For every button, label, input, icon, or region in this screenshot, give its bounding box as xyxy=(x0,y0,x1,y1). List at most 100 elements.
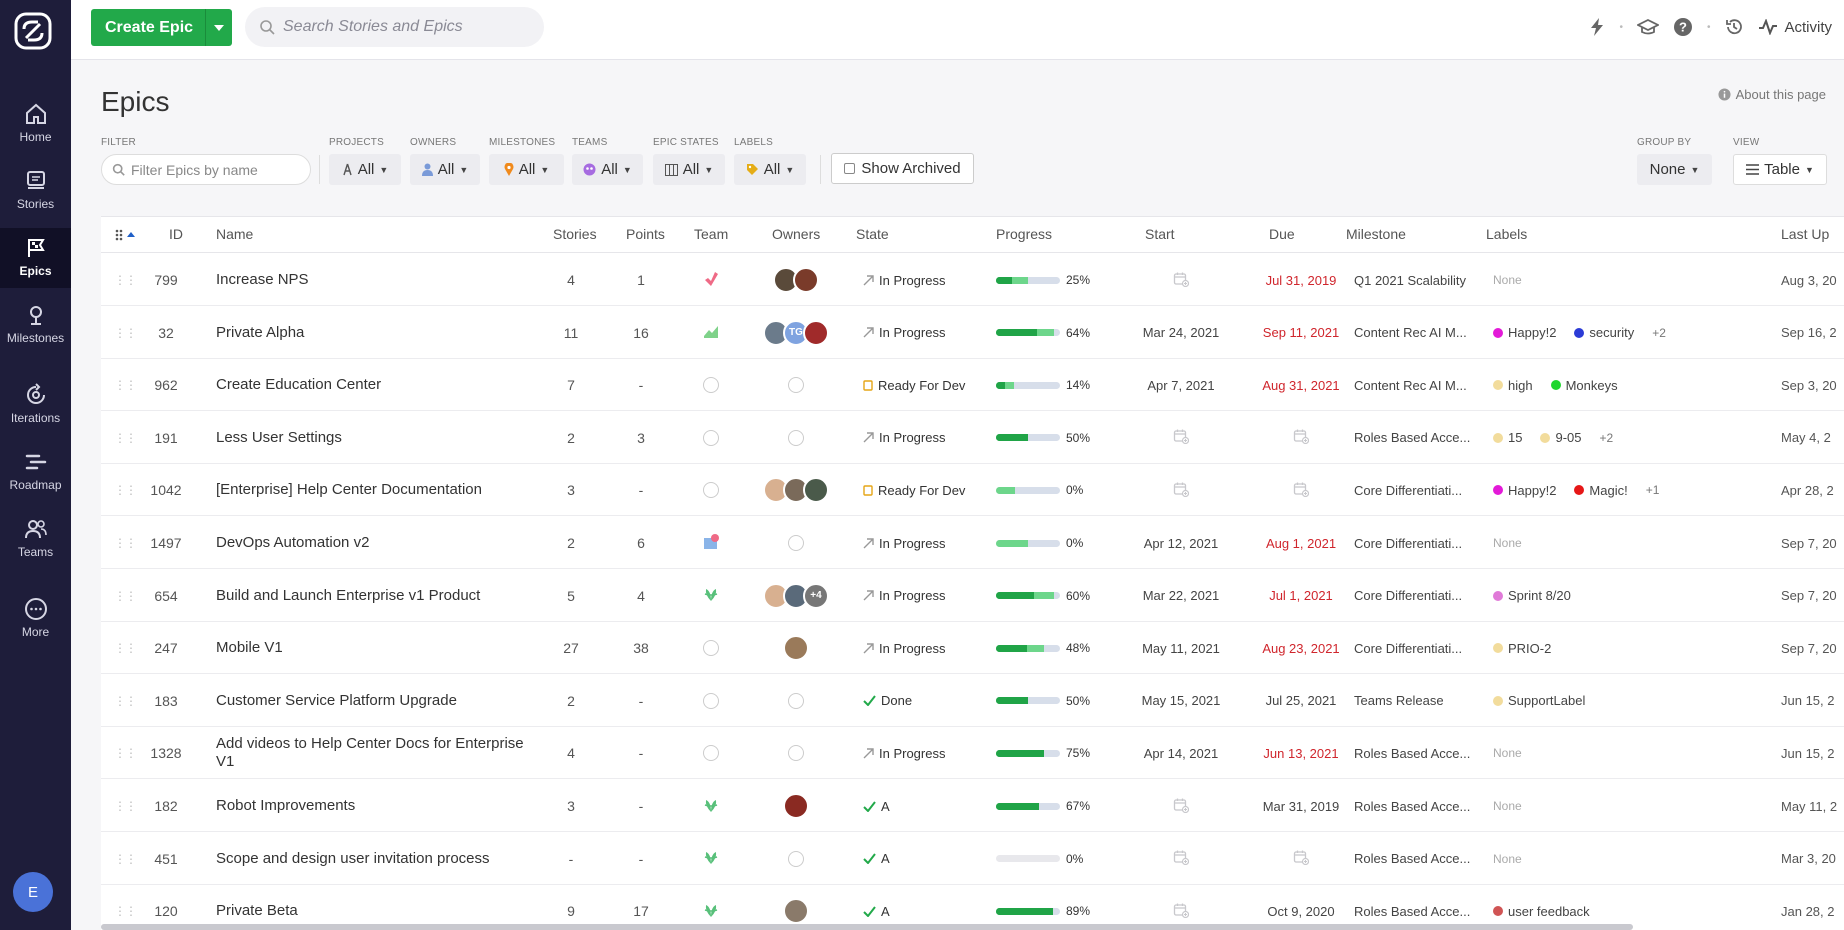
view-select[interactable]: Table ▼ xyxy=(1733,154,1827,185)
epic-state[interactable]: A xyxy=(863,833,993,885)
epic-milestone[interactable]: Core Differentiati... xyxy=(1354,640,1463,656)
shortcut-logo-icon[interactable] xyxy=(14,12,52,50)
drag-handle-icon[interactable]: ⋮⋮ xyxy=(114,799,137,813)
epic-milestone[interactable]: Core Differentiati... xyxy=(1354,535,1463,551)
create-epic-button[interactable]: Create Epic xyxy=(91,9,232,46)
epic-milestone[interactable]: Q1 2021 Scalability xyxy=(1354,272,1467,288)
drag-handle-icon[interactable]: ⋮⋮ xyxy=(114,378,137,393)
add-start-date-icon[interactable] xyxy=(1173,902,1190,921)
team-icon[interactable] xyxy=(702,848,720,869)
table-row[interactable]: ⋮⋮ 451 Scope and design user invitation pr… xyxy=(101,833,1844,885)
table-row[interactable]: ⋮⋮ 799 Increase NPS 4 1 In Progress 25% Jul 31,… xyxy=(101,254,1844,306)
empty-owner-icon[interactable] xyxy=(788,745,804,762)
table-row[interactable]: ⋮⋮ 1328 Add videos to Help Center Docs for… xyxy=(101,727,1844,780)
owner-avatar[interactable] xyxy=(783,793,809,819)
search-input[interactable]: Search Stories and Epics xyxy=(245,7,544,47)
epic-state[interactable]: In Progress xyxy=(863,570,993,622)
drag-handle-icon[interactable]: ⋮⋮ xyxy=(114,641,137,656)
label-chip[interactable]: user feedback xyxy=(1493,904,1590,919)
table-row[interactable]: ⋮⋮ 182 Robot Improvements 3 - A 67% Mar 31, 201… xyxy=(101,780,1844,832)
epic-name-link[interactable]: DevOps Automation v2 xyxy=(216,534,370,551)
lightning-icon[interactable] xyxy=(1589,18,1605,36)
epic-name-link[interactable]: Add videos to Help Center Docs for Enter… xyxy=(216,735,524,771)
label-chip[interactable]: high xyxy=(1493,378,1533,393)
create-epic-dropdown[interactable] xyxy=(205,9,232,46)
epic-name-link[interactable]: [Enterprise] Help Center Documentation xyxy=(216,481,482,499)
table-row[interactable]: ⋮⋮ 654 Build and Launch Enterprise v1 Prod… xyxy=(101,570,1844,622)
epic-name-link[interactable]: Robot Improvements xyxy=(216,797,356,814)
epic-state[interactable]: In Progress xyxy=(863,727,993,779)
owners-filter[interactable]: All ▼ xyxy=(410,154,480,185)
add-start-date-icon[interactable] xyxy=(1173,271,1190,290)
epic-name-link[interactable]: Scope and design user invitation process xyxy=(216,849,490,867)
drag-handle-icon[interactable]: ⋮⋮ xyxy=(114,588,137,603)
label-chip[interactable]: SupportLabel xyxy=(1493,693,1585,708)
column-owners[interactable]: Owners xyxy=(772,226,821,242)
team-icon[interactable] xyxy=(702,270,720,291)
team-icon[interactable] xyxy=(702,585,720,606)
user-avatar[interactable]: E xyxy=(13,872,53,912)
labels-filter[interactable]: All ▼ xyxy=(734,154,806,185)
column-start[interactable]: Start xyxy=(1145,226,1175,242)
column-points[interactable]: Points xyxy=(626,226,665,242)
epic-milestone[interactable]: Content Rec AI M... xyxy=(1354,325,1467,341)
epic-states-filter[interactable]: All ▼ xyxy=(653,154,725,185)
activity-button[interactable]: Activity xyxy=(1758,19,1832,36)
drag-handle-icon[interactable]: ⋮⋮ xyxy=(114,483,137,498)
epic-state[interactable]: In Progress xyxy=(863,412,993,464)
add-due-date-icon[interactable] xyxy=(1293,849,1310,868)
sidebar-item-teams[interactable]: Teams xyxy=(0,517,71,579)
sidebar-item-home[interactable]: Home xyxy=(0,102,71,164)
epic-state[interactable]: In Progress xyxy=(863,307,993,359)
owner-avatar[interactable] xyxy=(803,477,829,504)
empty-owner-icon[interactable] xyxy=(788,377,804,394)
history-icon[interactable] xyxy=(1724,17,1744,37)
add-start-date-icon[interactable] xyxy=(1173,481,1190,500)
sidebar-item-epics[interactable]: Epics xyxy=(0,228,71,288)
empty-team-icon[interactable] xyxy=(703,692,719,709)
empty-team-icon[interactable] xyxy=(703,482,719,499)
epic-name-link[interactable]: Increase NPS xyxy=(216,271,309,288)
owner-avatar[interactable] xyxy=(803,319,829,346)
table-row[interactable]: ⋮⋮ 32 Private Alpha 11 16 TG In Progress 64% Mar… xyxy=(101,307,1844,359)
drag-handle-icon[interactable]: ⋮⋮ xyxy=(114,693,137,708)
drag-handle-icon[interactable]: ⋮⋮ xyxy=(114,536,137,550)
epic-name-link[interactable]: Less User Settings xyxy=(216,428,342,446)
empty-owner-icon[interactable] xyxy=(788,429,804,446)
table-row[interactable]: ⋮⋮ 183 Customer Service Platform Upgrade 2 -… xyxy=(101,675,1844,727)
epic-state[interactable]: In Progress xyxy=(863,254,993,306)
show-archived-checkbox[interactable] xyxy=(844,163,856,174)
column-last-updated[interactable]: Last Up xyxy=(1781,226,1830,242)
graduation-cap-icon[interactable] xyxy=(1636,18,1659,36)
team-icon[interactable] xyxy=(702,533,720,554)
horizontal-scrollbar[interactable] xyxy=(101,924,1633,930)
sidebar-item-roadmap[interactable]: Roadmap xyxy=(0,450,71,512)
epic-milestone[interactable]: Roles Based Acce... xyxy=(1354,798,1471,814)
epic-state[interactable]: Done xyxy=(863,675,993,727)
table-row[interactable]: ⋮⋮ 1497 DevOps Automation v2 2 6 In Progress 0… xyxy=(101,517,1844,569)
label-chip[interactable]: Happy!2 xyxy=(1493,325,1556,340)
add-start-date-icon[interactable] xyxy=(1173,797,1190,816)
teams-filter[interactable]: All ▼ xyxy=(572,154,643,185)
help-icon[interactable]: ? xyxy=(1673,17,1693,37)
label-chip[interactable]: Happy!2 xyxy=(1493,483,1556,498)
empty-team-icon[interactable] xyxy=(703,745,719,762)
group-by-select[interactable]: None ▼ xyxy=(1637,154,1712,185)
reorder-handle-icon[interactable] xyxy=(115,228,137,244)
epic-state[interactable]: A xyxy=(863,885,993,930)
epic-milestone[interactable]: Teams Release xyxy=(1354,693,1444,709)
milestones-filter[interactable]: All ▼ xyxy=(489,154,564,185)
drag-handle-icon[interactable]: ⋮⋮ xyxy=(114,904,137,919)
sidebar-item-stories[interactable]: Stories xyxy=(0,169,71,231)
more-labels[interactable]: +2 xyxy=(1652,325,1666,340)
owner-avatar[interactable]: +4 xyxy=(803,582,829,609)
column-labels[interactable]: Labels xyxy=(1486,226,1528,242)
more-labels[interactable]: +2 xyxy=(1599,430,1614,445)
epic-milestone[interactable]: Core Differentiati... xyxy=(1354,588,1463,604)
epic-state[interactable]: Ready For Dev xyxy=(863,359,993,411)
label-chip[interactable]: security xyxy=(1574,325,1634,340)
epic-milestone[interactable]: Roles Based Acce... xyxy=(1354,745,1471,761)
epic-state[interactable]: Ready For Dev xyxy=(863,464,993,516)
epic-name-link[interactable]: Customer Service Platform Upgrade xyxy=(216,691,457,709)
label-chip[interactable]: 9-05 xyxy=(1540,430,1582,445)
